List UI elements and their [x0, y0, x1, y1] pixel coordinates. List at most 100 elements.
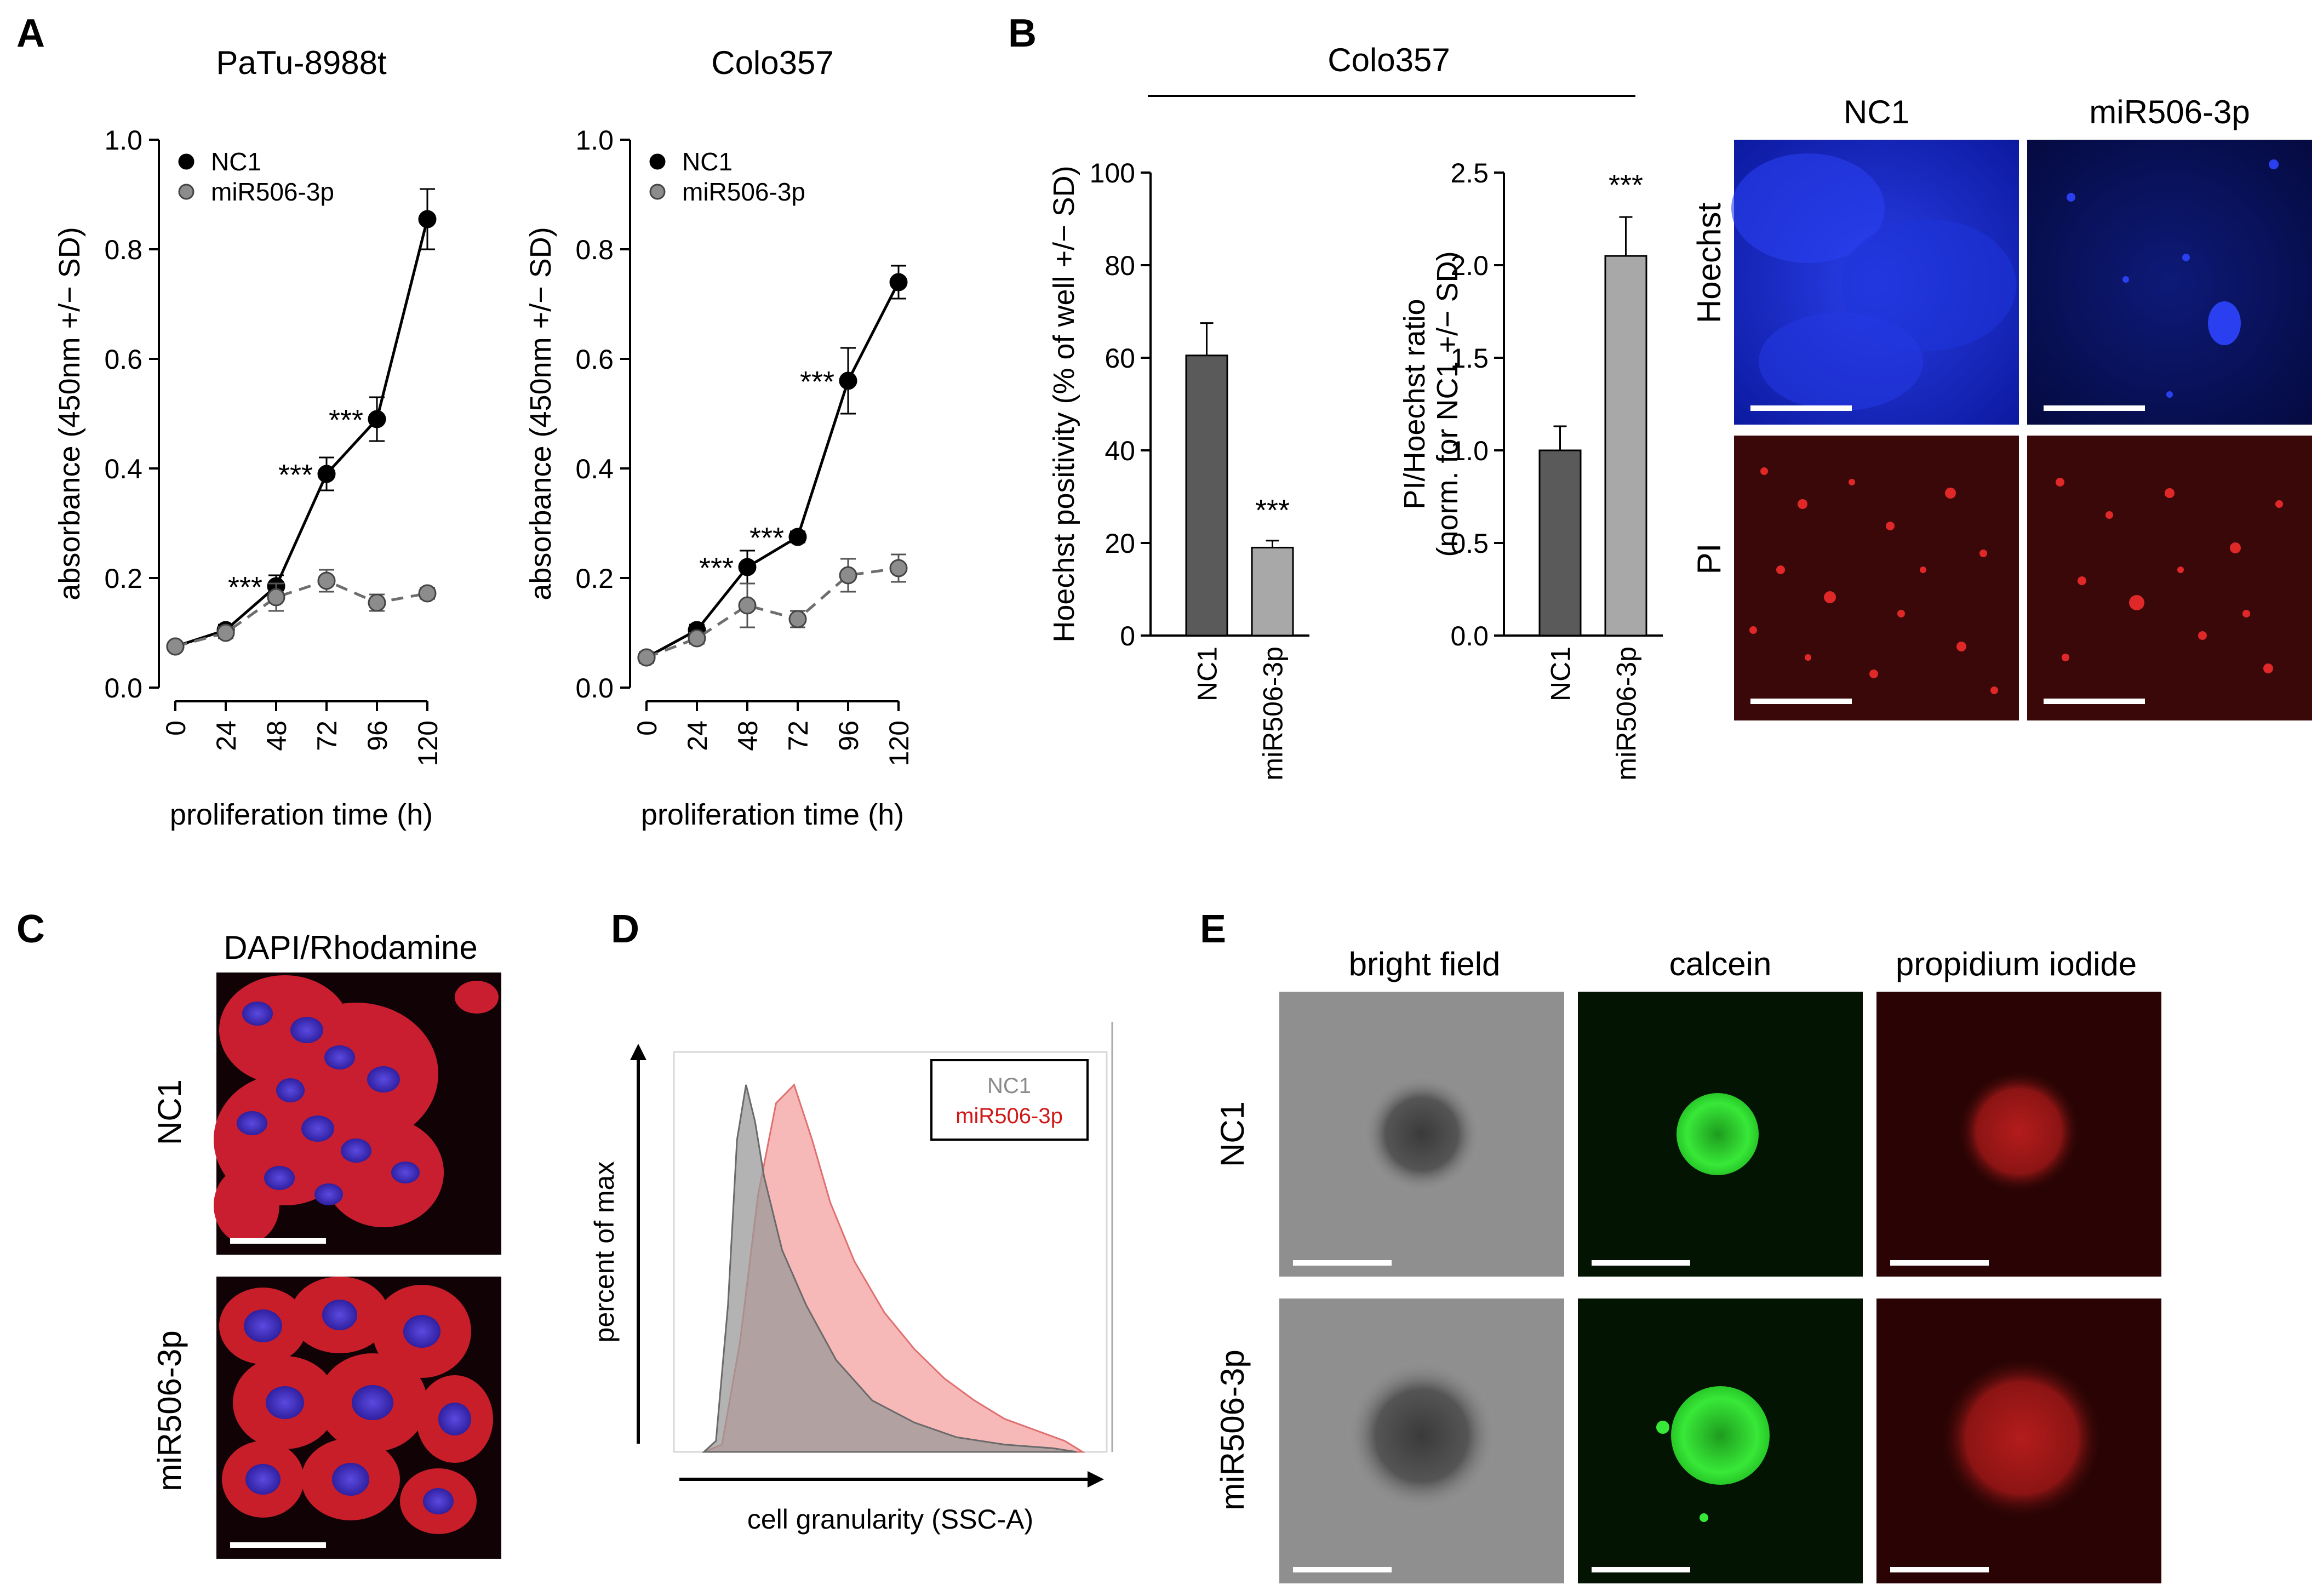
data-point-mir — [788, 610, 807, 628]
y-tick-label: 20 — [1105, 528, 1135, 559]
bar-mir — [1251, 546, 1294, 637]
y-arrowhead — [630, 1044, 646, 1060]
y-tick-label: 0.4 — [104, 454, 142, 484]
bar-nc1 — [1185, 354, 1228, 637]
y-axis-label: absorbance (450nm +/− SD) — [53, 227, 86, 600]
bar-chart-hoechst: 0 20 40 60 80 100 NC1 miR506-3p *** Hoechst posit… — [1048, 158, 1309, 781]
image-hoechst-mir — [2027, 140, 2312, 425]
y-tick-label: 0.2 — [104, 563, 142, 594]
legend-label-mir: miR506-3p — [682, 178, 805, 206]
x-tick-label: miR506-3p — [1258, 647, 1289, 781]
legend-marker-mir — [178, 184, 194, 200]
significance-marker: *** — [1609, 169, 1643, 202]
image-dapi-rhodamine-mir — [216, 1277, 501, 1559]
legend-label-mir: miR506-3p — [211, 178, 334, 206]
y-tick-label: 60 — [1105, 343, 1135, 374]
significance-marker: *** — [800, 365, 834, 398]
data-point-nc1 — [839, 371, 857, 390]
y-tick-label: 0.0 — [575, 673, 614, 703]
histogram-ssc: percent of max cell granularity (SSC-A) NC… — [589, 1022, 1113, 1535]
bar-mir — [1604, 255, 1647, 637]
y-tick-label: 0.6 — [575, 344, 614, 375]
data-point-mir — [267, 588, 285, 607]
x-tick-label: miR506-3p — [1611, 647, 1642, 781]
y-tick-label: 0.8 — [104, 234, 142, 265]
y-axis-label: Hoechst positivity (% of well +/− SD) — [1048, 165, 1080, 642]
legend-marker-nc1 — [649, 153, 666, 170]
y-tick-label: 1.0 — [1450, 436, 1489, 466]
image-pi-mir — [2027, 436, 2312, 720]
y-tick-label: 2.0 — [1450, 250, 1489, 281]
panel-e-col-label-bright-field: bright field — [1349, 946, 1501, 982]
y-tick-label: 0.0 — [1450, 621, 1489, 651]
data-point-mir — [166, 637, 185, 656]
series-line-nc1 — [175, 219, 429, 648]
panel-label-b: B — [1008, 12, 1037, 55]
y-axis-label: absorbance (450nm +/− SD) — [524, 227, 557, 600]
data-point-mir — [738, 596, 757, 615]
data-point-nc1 — [738, 558, 757, 576]
x-arrowhead — [1088, 1471, 1104, 1488]
legend-marker-nc1 — [178, 153, 194, 170]
data-point-mir — [889, 559, 908, 577]
image-calcein-nc1 — [1578, 992, 1863, 1277]
panel-e-row-label-mir: miR506-3p — [1214, 1349, 1251, 1510]
significance-marker: *** — [1255, 494, 1290, 527]
image-bright-field-nc1 — [1279, 992, 1564, 1277]
panel-c-row-label-mir: miR506-3p — [151, 1330, 188, 1491]
data-point-nc1 — [368, 410, 386, 428]
bar-chart-pi-hoechst: 0.0 0.5 1.0 1.5 2.0 2.5 NC1 miR506-3p *** PI/Hoec… — [1398, 158, 1663, 781]
y-tick-label: 0.0 — [104, 673, 142, 703]
legend-marker-mir — [649, 184, 666, 200]
y-axis-label: percent of max — [589, 1162, 620, 1343]
significance-marker: *** — [749, 522, 784, 554]
image-propidium-iodide-mir — [1876, 1298, 2161, 1583]
x-tick-label: NC1 — [1546, 647, 1576, 701]
x-tick-label: 96 — [362, 720, 393, 751]
legend-label-nc1: NC1 — [682, 147, 733, 176]
panel-label-e: E — [1200, 907, 1226, 951]
significance-marker: *** — [278, 459, 313, 491]
legend-label-mir: miR506-3p — [955, 1104, 1063, 1128]
legend-box — [930, 1059, 1089, 1141]
y-tick-label: 0.2 — [575, 563, 614, 594]
data-point-nc1 — [788, 528, 807, 546]
image-propidium-iodide-nc1 — [1876, 992, 2161, 1277]
y-axis-label: (norm. for NC1 +/− SD) — [1431, 251, 1464, 557]
y-tick-label: 1.0 — [575, 125, 614, 156]
significance-marker: *** — [329, 404, 363, 437]
y-tick-label: 0.4 — [575, 454, 614, 484]
bar-nc1 — [1538, 449, 1582, 637]
x-tick-label: 120 — [884, 720, 914, 766]
x-tick-label: 72 — [783, 720, 814, 751]
panel-b-col-label-nc1: NC1 — [1844, 94, 1909, 130]
line-chart-colo357: Colo357 0.0 0.2 0.4 0.6 0.8 1.0 0 24 48 72 96 120 abs… — [524, 44, 914, 831]
series-line-nc1 — [645, 281, 900, 659]
data-point-mir — [688, 629, 706, 648]
x-tick-label: 0 — [161, 720, 191, 736]
y-tick-label: 1.0 — [104, 125, 142, 156]
panel-c-title: DAPI/Rhodamine — [224, 929, 478, 966]
x-tick-label: NC1 — [1192, 647, 1223, 701]
x-tick-label: 48 — [733, 720, 763, 751]
data-point-nc1 — [418, 210, 437, 228]
histogram-nc1 — [702, 1084, 1077, 1453]
y-tick-label: 0 — [1120, 621, 1135, 651]
image-pi-nc1 — [1734, 436, 2019, 720]
data-point-mir — [216, 623, 235, 642]
x-axis-label: proliferation time (h) — [641, 798, 904, 831]
significance-marker: *** — [699, 552, 734, 585]
x-axis-label: cell granularity (SSC-A) — [747, 1504, 1033, 1535]
significance-marker: *** — [228, 571, 262, 604]
x-tick-label: 48 — [261, 720, 292, 751]
data-point-mir — [317, 571, 336, 590]
y-tick-label: 0.8 — [575, 234, 614, 265]
panel-b-row-label-pi: PI — [1691, 544, 1727, 575]
data-point-mir — [839, 566, 857, 585]
x-tick-label: 96 — [833, 720, 864, 751]
data-point-nc1 — [317, 465, 336, 483]
panel-e-col-label-pi: propidium iodide — [1896, 946, 2137, 982]
chart-title: PaTu-8988t — [216, 44, 387, 81]
data-point-mir — [368, 593, 386, 612]
